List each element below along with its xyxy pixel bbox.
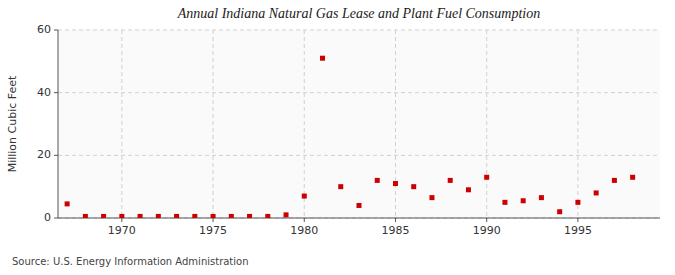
point bbox=[521, 198, 526, 203]
point bbox=[138, 214, 143, 218]
point bbox=[320, 56, 325, 61]
x-grid-line bbox=[304, 30, 305, 218]
point bbox=[265, 214, 270, 218]
points bbox=[65, 56, 636, 218]
point bbox=[429, 195, 434, 200]
title: Annual Indiana Natural Gas Lease and Pla… bbox=[177, 6, 540, 21]
point bbox=[484, 175, 489, 180]
y-grid-line bbox=[58, 92, 660, 93]
chart-svg: 0 20 40 60 1970 1975 1980 1985 1990 1995 Annual In… bbox=[0, 0, 675, 275]
point bbox=[393, 181, 398, 186]
x-grid-line bbox=[213, 30, 214, 218]
source-annotation: Source: U.S. Energy Information Administ… bbox=[12, 256, 249, 267]
point bbox=[411, 184, 416, 189]
y-tick-label: 0 bbox=[44, 211, 51, 224]
y-tick-label: 60 bbox=[37, 23, 51, 36]
point bbox=[83, 214, 88, 218]
point bbox=[539, 195, 544, 200]
point bbox=[302, 194, 307, 199]
point bbox=[502, 200, 507, 205]
x-tick-label: 1985 bbox=[381, 224, 409, 237]
point bbox=[156, 214, 161, 218]
point bbox=[466, 187, 471, 192]
x-tick bbox=[304, 218, 305, 222]
point bbox=[247, 214, 252, 218]
y-grid-line bbox=[58, 155, 660, 156]
x-grid-line bbox=[577, 30, 578, 218]
x-axis-line bbox=[58, 218, 660, 219]
y-grid-line bbox=[58, 30, 660, 31]
point bbox=[357, 203, 362, 208]
point bbox=[575, 200, 580, 205]
point bbox=[612, 178, 617, 183]
x-tick bbox=[486, 218, 487, 222]
point bbox=[211, 214, 216, 218]
point bbox=[101, 214, 106, 218]
x-tick bbox=[577, 218, 578, 222]
point bbox=[284, 212, 289, 217]
chart-container: 0 20 40 60 1970 1975 1980 1985 1990 1995 Annual In… bbox=[0, 0, 675, 275]
y-tick bbox=[54, 155, 58, 156]
point bbox=[630, 175, 635, 180]
x-tick-label: 1995 bbox=[564, 224, 592, 237]
point bbox=[338, 184, 343, 189]
x-tick bbox=[213, 218, 214, 222]
x-tick bbox=[121, 218, 122, 222]
point bbox=[192, 214, 197, 218]
y-tick-label: 20 bbox=[37, 148, 51, 161]
y-tick-label: 40 bbox=[37, 86, 51, 99]
x-tick-label: 1970 bbox=[108, 224, 136, 237]
x-grid-line bbox=[486, 30, 487, 218]
x-tick bbox=[395, 218, 396, 222]
x-tick-label: 1975 bbox=[199, 224, 227, 237]
point bbox=[119, 214, 124, 218]
point bbox=[557, 209, 562, 214]
y-axis-line bbox=[58, 30, 59, 218]
x-grid-line bbox=[395, 30, 396, 218]
point bbox=[65, 201, 70, 206]
x-grid-line bbox=[121, 30, 122, 218]
point bbox=[174, 214, 179, 218]
x-tick-label: 1980 bbox=[290, 224, 318, 237]
y-grid-line bbox=[58, 218, 660, 219]
point bbox=[594, 190, 599, 195]
point bbox=[448, 178, 453, 183]
plot-background bbox=[58, 30, 660, 218]
grid bbox=[58, 30, 660, 218]
y-tick bbox=[54, 92, 58, 93]
y-axis-label: Million Cubic Feet bbox=[6, 75, 19, 172]
y-tick bbox=[54, 218, 58, 219]
point bbox=[375, 178, 380, 183]
y-tick bbox=[54, 30, 58, 31]
x-tick-label: 1990 bbox=[473, 224, 501, 237]
point bbox=[229, 214, 234, 218]
